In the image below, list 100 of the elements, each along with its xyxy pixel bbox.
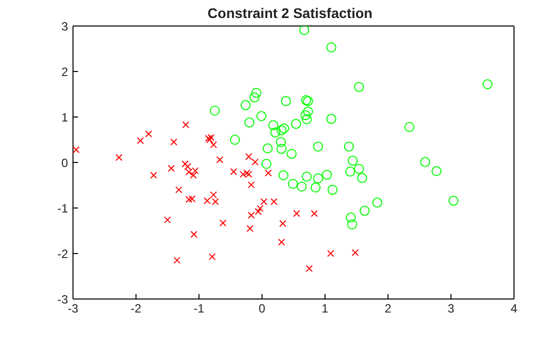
point: [261, 158, 272, 169]
point: [326, 114, 336, 124]
point: [210, 141, 217, 148]
point: [354, 164, 364, 174]
point: [348, 156, 358, 166]
y-tick-label: 3: [61, 19, 68, 34]
point: [288, 178, 298, 189]
point: [432, 166, 442, 176]
point: [175, 186, 182, 194]
point: [244, 117, 254, 128]
point: [164, 216, 171, 224]
point: [248, 181, 255, 188]
point: [360, 206, 370, 216]
point: [296, 182, 307, 192]
point: [252, 158, 259, 166]
point: [254, 208, 262, 216]
point: [190, 172, 197, 179]
point: [219, 220, 226, 227]
point: [182, 121, 190, 128]
point: [328, 184, 338, 195]
point: [210, 191, 217, 198]
point: [278, 238, 286, 246]
point: [344, 142, 354, 152]
point: [268, 120, 278, 130]
point: [145, 130, 152, 138]
point: [182, 160, 189, 168]
point: [245, 153, 252, 160]
y-tick-label: 0: [61, 156, 68, 170]
point: [346, 212, 356, 223]
point: [302, 172, 312, 182]
x-tick-label: 2: [384, 302, 392, 316]
point: [264, 169, 272, 176]
point: [357, 172, 368, 183]
chart-title: Constraint 2 Satisfaction: [206, 5, 374, 21]
point: [482, 79, 493, 90]
point: [270, 198, 278, 206]
point: [230, 168, 238, 176]
y-tick-label: -3: [57, 292, 68, 306]
point: [210, 106, 220, 116]
point: [354, 82, 364, 92]
x-tick-label: -1: [194, 302, 205, 316]
x-tick-label: 4: [510, 302, 518, 316]
point: [173, 256, 180, 264]
point: [115, 154, 122, 161]
point: [230, 134, 240, 145]
point: [260, 198, 268, 206]
point: [249, 92, 260, 102]
point: [347, 219, 358, 230]
point: [322, 170, 332, 180]
point: [262, 143, 273, 154]
point: [310, 210, 318, 217]
point: [190, 230, 198, 238]
point: [240, 100, 251, 110]
x-tick-label: -2: [130, 302, 142, 316]
y-tick-label: 1: [61, 110, 68, 124]
point: [188, 195, 196, 202]
point: [313, 142, 324, 152]
x-tick-label: 0: [258, 302, 266, 316]
point: [280, 96, 291, 106]
point: [345, 166, 356, 177]
point: [276, 144, 287, 154]
point: [185, 196, 192, 203]
point: [420, 157, 430, 168]
point: [326, 42, 336, 52]
point: [150, 172, 158, 179]
point: [170, 138, 178, 146]
point: [293, 210, 300, 217]
point: [251, 88, 262, 98]
point: [302, 114, 312, 124]
point: [404, 122, 414, 132]
point: [270, 127, 280, 138]
point: [73, 146, 80, 154]
point: [248, 212, 255, 219]
point: [352, 249, 359, 256]
point: [291, 118, 302, 129]
point: [302, 106, 313, 117]
point: [313, 173, 324, 184]
point: [278, 170, 288, 180]
point: [300, 110, 310, 120]
x-tick-label: 3: [448, 302, 455, 316]
point: [286, 148, 297, 159]
point: [279, 220, 286, 227]
point: [276, 137, 286, 148]
point: [243, 169, 250, 176]
point: [216, 156, 224, 164]
point: [246, 224, 254, 232]
point: [299, 26, 310, 36]
x-tick-label: 1: [322, 302, 329, 316]
point: [276, 125, 287, 136]
point: [372, 198, 382, 208]
point: [256, 204, 264, 212]
point: [136, 137, 144, 144]
point: [168, 164, 175, 172]
point: [327, 250, 334, 257]
point: [306, 265, 313, 272]
y-tick-label: 2: [61, 64, 68, 79]
point: [279, 123, 290, 134]
y-tick-label: -2: [57, 246, 68, 261]
point: [448, 196, 459, 206]
y-tick-label: -1: [57, 201, 68, 216]
